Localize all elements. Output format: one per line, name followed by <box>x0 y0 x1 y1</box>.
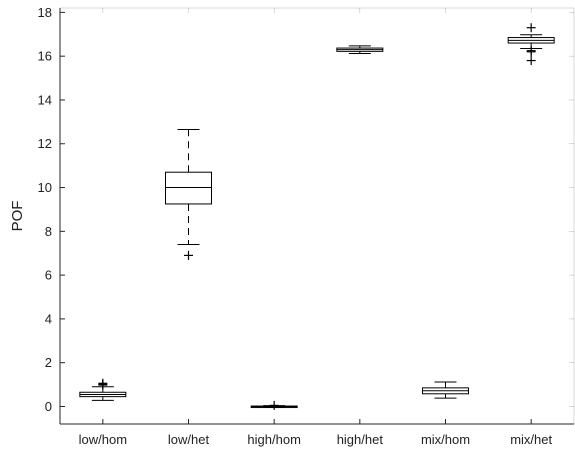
outlier-marker <box>526 23 536 33</box>
y-tick-label: 2 <box>45 355 52 370</box>
y-tick-label: 4 <box>45 311 52 326</box>
x-tick-label: mix/het <box>510 432 552 447</box>
x-tick-label: high/hom <box>247 432 300 447</box>
box-iqr <box>165 171 212 205</box>
x-tick-label: low/het <box>168 432 210 447</box>
outlier-marker <box>526 47 536 57</box>
y-tick-label: 18 <box>38 5 52 20</box>
y-tick-label: 16 <box>38 49 52 64</box>
y-tick-label: 14 <box>38 92 52 107</box>
y-axis-label: POF <box>9 201 26 232</box>
outlier-marker <box>98 378 108 388</box>
y-tick-label: 0 <box>45 399 52 414</box>
x-tick-label: low/hom <box>79 432 127 447</box>
outlier-marker <box>184 250 193 260</box>
x-tick-label: mix/hom <box>421 432 470 447</box>
outlier-marker <box>526 56 536 66</box>
y-tick-label: 8 <box>45 224 52 239</box>
y-tick-label: 6 <box>45 268 52 283</box>
y-tick-label: 12 <box>38 136 52 151</box>
outlier-marker <box>269 400 279 410</box>
x-tick-label: high/het <box>337 432 384 447</box>
y-tick-label: 10 <box>38 180 52 195</box>
